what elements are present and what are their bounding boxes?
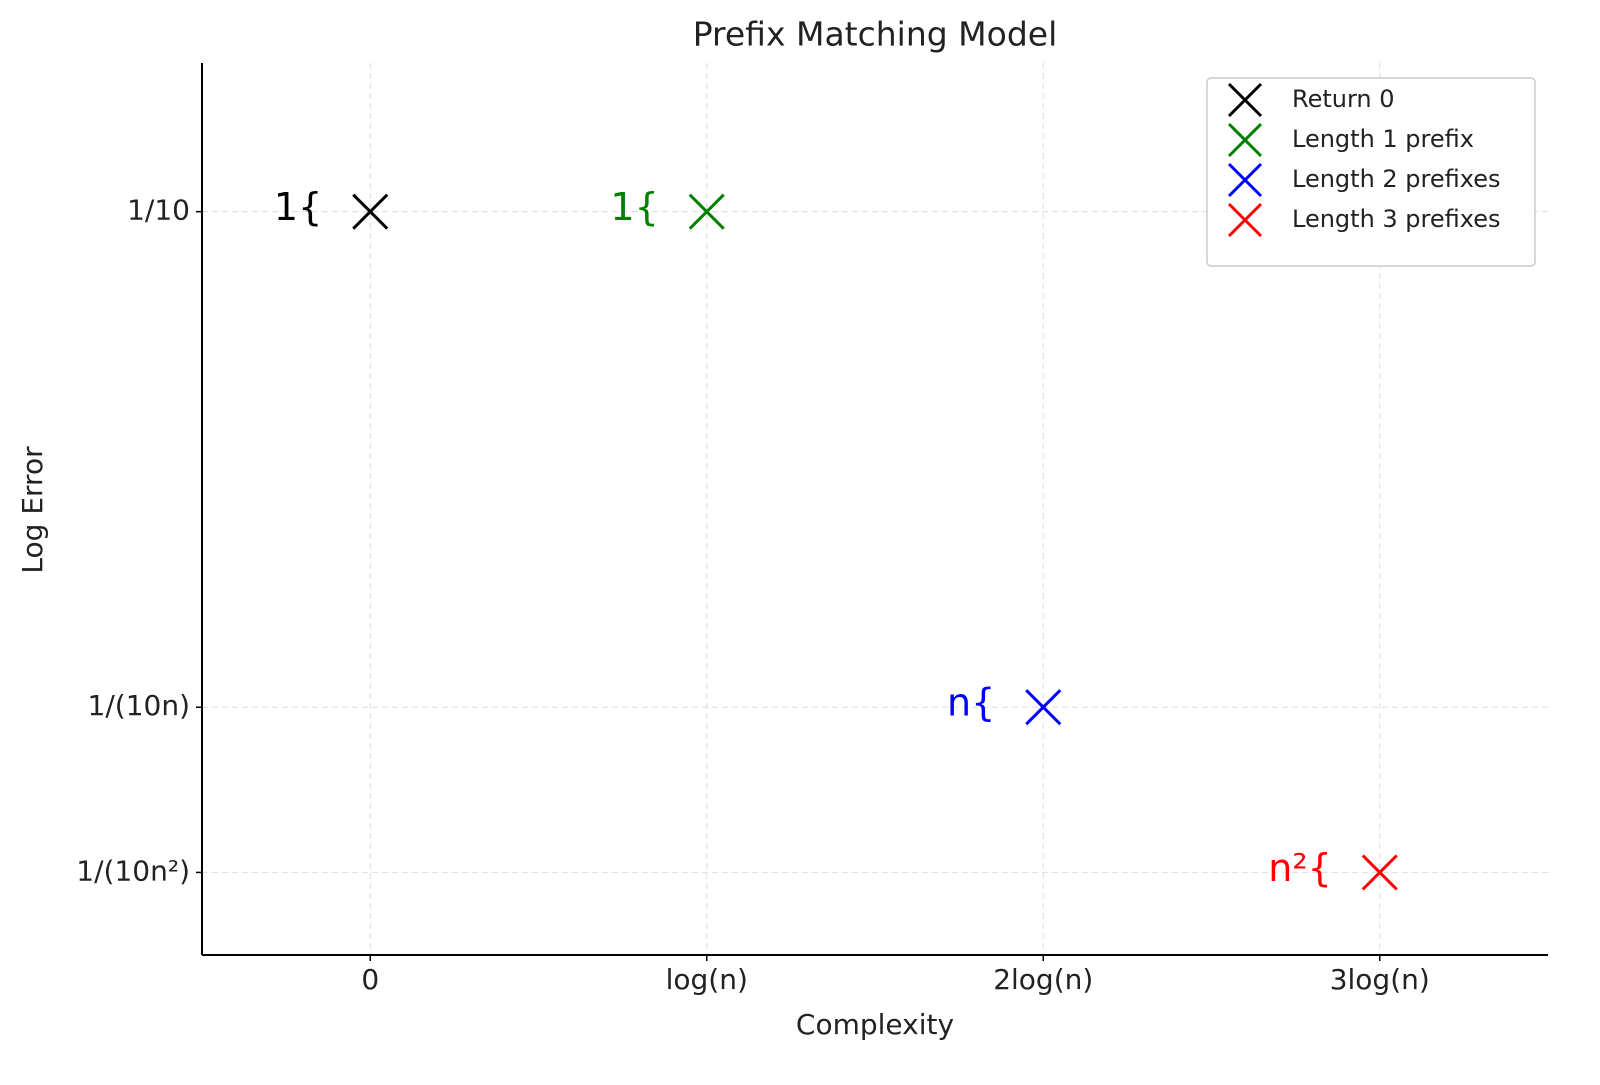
legend-marker [1227, 82, 1263, 118]
y-tick-label: 1/(10n) [88, 689, 190, 722]
point [1361, 854, 1398, 891]
x-axis-label: Complexity [796, 1008, 954, 1041]
y-axis-label: Log Error [16, 446, 49, 574]
point [352, 193, 389, 230]
x-tick-label: 3log(n) [1330, 963, 1430, 996]
legend-label: Length 2 prefixes [1292, 165, 1501, 193]
point-label: n{ [947, 681, 995, 725]
legend-marker [1227, 202, 1263, 238]
legend-label: Length 3 prefixes [1292, 205, 1501, 233]
legend-label: Return 0 [1292, 85, 1395, 113]
x-tick-label: 0 [361, 963, 379, 996]
y-tick-label: 1/10 [127, 194, 190, 227]
x-tick-label: log(n) [666, 963, 748, 996]
chart-title: Prefix Matching Model [693, 15, 1058, 54]
legend-box [1206, 77, 1536, 267]
point-label: 1{ [274, 185, 322, 229]
point-label: n²{ [1268, 846, 1332, 890]
point [1025, 689, 1062, 726]
point [688, 193, 725, 230]
y-tick-label: 1/(10n²) [76, 854, 190, 887]
point-label: 1{ [610, 185, 658, 229]
x-tick-label: 2log(n) [993, 963, 1093, 996]
legend-label: Length 1 prefix [1292, 125, 1474, 153]
legend-marker [1227, 122, 1263, 158]
legend: Return 0 Length 1 prefix Length 2 prefixes… [1206, 77, 1536, 267]
legend-marker [1227, 162, 1263, 198]
